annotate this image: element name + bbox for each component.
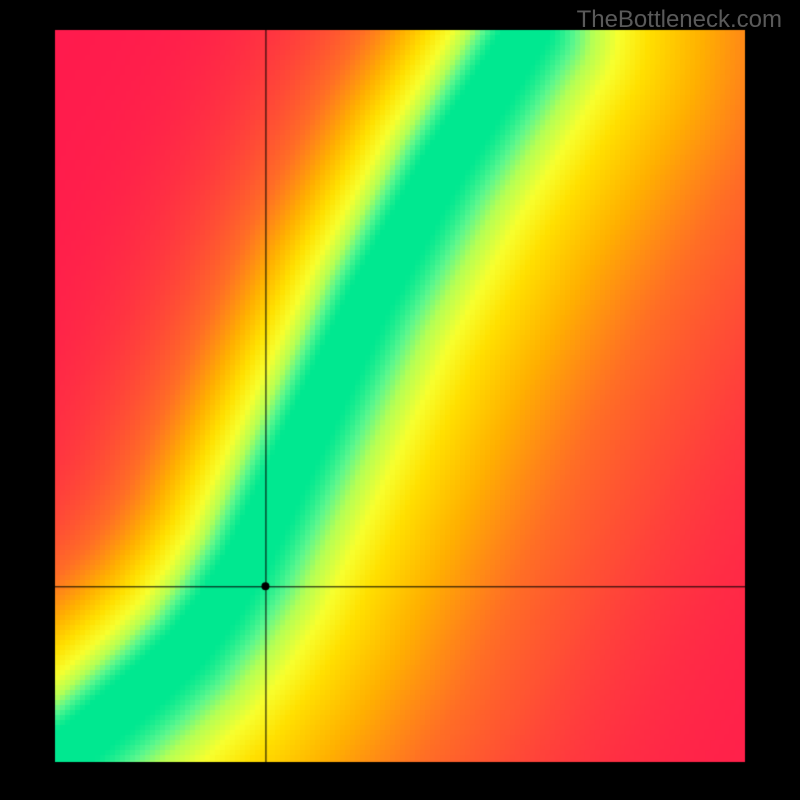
heatmap-canvas [0, 0, 800, 800]
watermark-text: TheBottleneck.com [577, 6, 782, 34]
chart-container: TheBottleneck.com [0, 0, 800, 800]
